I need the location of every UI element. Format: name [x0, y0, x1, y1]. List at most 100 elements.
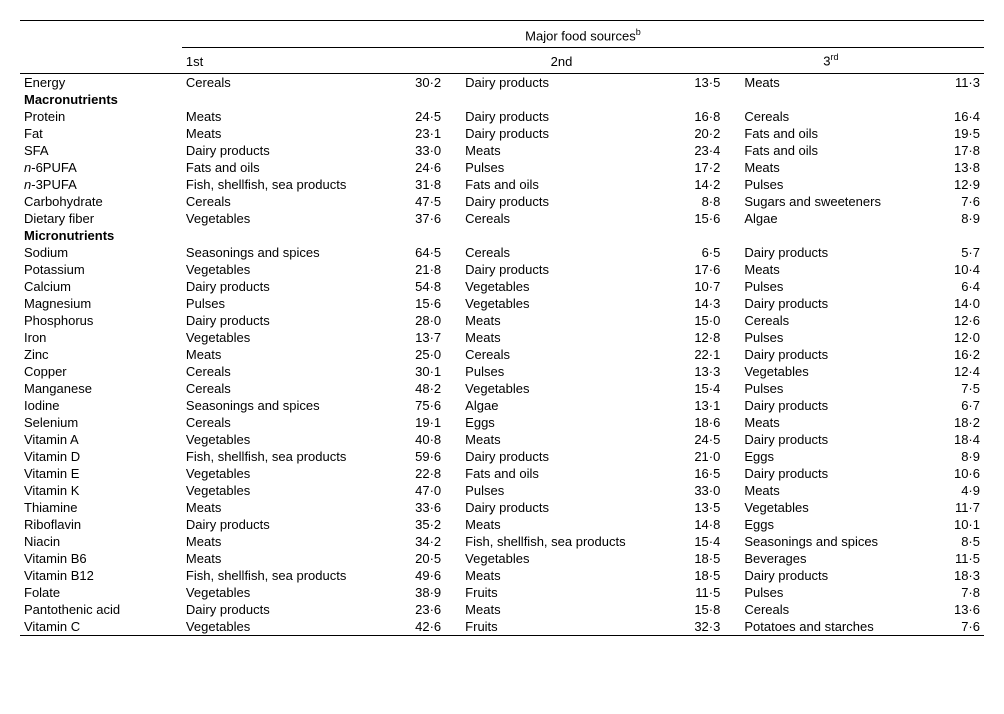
source-1: Seasonings and spices: [182, 244, 383, 261]
value-2: 16·5: [662, 465, 724, 482]
table-row: NiacinMeats34·2Fish, shellfish, sea prod…: [20, 533, 984, 550]
source-2: Meats: [445, 329, 662, 346]
value-3: 5·7: [921, 244, 984, 261]
nutrient-label: Energy: [20, 73, 182, 91]
nutrient-label: Vitamin C: [20, 618, 182, 636]
value-1: 47·0: [383, 482, 445, 499]
source-3: Pulses: [724, 329, 921, 346]
value-3: 11·7: [921, 499, 984, 516]
value-3: 12·0: [921, 329, 984, 346]
source-3: Eggs: [724, 448, 921, 465]
value-2: 32·3: [662, 618, 724, 636]
value-3: 16·2: [921, 346, 984, 363]
value-3: 7·8: [921, 584, 984, 601]
table-row: Vitamin EVegetables22·8Fats and oils16·5…: [20, 465, 984, 482]
nutrient-label: Vitamin A: [20, 431, 182, 448]
value-2: 15·4: [662, 380, 724, 397]
source-1: Fish, shellfish, sea products: [182, 448, 383, 465]
value-1: 34·2: [383, 533, 445, 550]
table-row: Vitamin B12Fish, shellfish, sea products…: [20, 567, 984, 584]
source-3: Meats: [724, 482, 921, 499]
nutrient-label: Vitamin K: [20, 482, 182, 499]
source-2: Dairy products: [445, 125, 662, 142]
nutrient-label: Copper: [20, 363, 182, 380]
value-3: 8·9: [921, 448, 984, 465]
table-row: IodineSeasonings and spices75·6Algae13·1…: [20, 397, 984, 414]
source-3: Cereals: [724, 312, 921, 329]
source-2: Meats: [445, 312, 662, 329]
source-1: Dairy products: [182, 142, 383, 159]
source-2: Dairy products: [445, 193, 662, 210]
source-2: Vegetables: [445, 278, 662, 295]
source-3: Cereals: [724, 108, 921, 125]
source-1: Meats: [182, 499, 383, 516]
source-2: Vegetables: [445, 295, 662, 312]
source-2: Fats and oils: [445, 465, 662, 482]
nutrient-label: Potassium: [20, 261, 182, 278]
table-row: IronVegetables13·7Meats12·8Pulses12·0: [20, 329, 984, 346]
source-2: Dairy products: [445, 261, 662, 278]
source-2: Algae: [445, 397, 662, 414]
nutrient-label: Iodine: [20, 397, 182, 414]
table-row: Vitamin B6Meats20·5Vegetables18·5Beverag…: [20, 550, 984, 567]
source-3: Vegetables: [724, 499, 921, 516]
value-2: 23·4: [662, 142, 724, 159]
value-3: 16·4: [921, 108, 984, 125]
table-row: Vitamin KVegetables47·0Pulses33·0Meats4·…: [20, 482, 984, 499]
source-3: Meats: [724, 261, 921, 278]
source-1: Dairy products: [182, 312, 383, 329]
value-2: 15·0: [662, 312, 724, 329]
value-2: 15·6: [662, 210, 724, 227]
source-3: Meats: [724, 73, 921, 91]
value-2: 13·5: [662, 499, 724, 516]
table-row: ProteinMeats24·5Dairy products16·8Cereal…: [20, 108, 984, 125]
source-1: Cereals: [182, 193, 383, 210]
source-2: Vegetables: [445, 380, 662, 397]
nutrient-label: Calcium: [20, 278, 182, 295]
source-1: Dairy products: [182, 601, 383, 618]
value-2: 13·3: [662, 363, 724, 380]
value-3: 14·0: [921, 295, 984, 312]
source-3: Eggs: [724, 516, 921, 533]
rank-1-header: 1st: [182, 48, 383, 73]
source-1: Cereals: [182, 414, 383, 431]
value-3: 8·9: [921, 210, 984, 227]
value-1: 33·6: [383, 499, 445, 516]
table-row: SeleniumCereals19·1Eggs18·6Meats18·2: [20, 414, 984, 431]
value-2: 12·8: [662, 329, 724, 346]
value-1: 54·8: [383, 278, 445, 295]
source-3: Pulses: [724, 176, 921, 193]
value-1: 21·8: [383, 261, 445, 278]
value-2: 33·0: [662, 482, 724, 499]
value-3: 18·4: [921, 431, 984, 448]
source-1: Fish, shellfish, sea products: [182, 567, 383, 584]
value-2: 16·8: [662, 108, 724, 125]
value-3: 7·6: [921, 618, 984, 636]
source-2: Cereals: [445, 210, 662, 227]
table-row: Vitamin AVegetables40·8Meats24·5Dairy pr…: [20, 431, 984, 448]
value-1: 23·1: [383, 125, 445, 142]
nutrient-label: Vitamin E: [20, 465, 182, 482]
nutrient-label: Niacin: [20, 533, 182, 550]
value-1: 19·1: [383, 414, 445, 431]
source-3: Dairy products: [724, 244, 921, 261]
value-1: 40·8: [383, 431, 445, 448]
value-2: 21·0: [662, 448, 724, 465]
source-2: Pulses: [445, 159, 662, 176]
value-2: 6·5: [662, 244, 724, 261]
table-row: FatMeats23·1Dairy products20·2Fats and o…: [20, 125, 984, 142]
nutrient-label: SFA: [20, 142, 182, 159]
value-1: 38·9: [383, 584, 445, 601]
source-1: Vegetables: [182, 482, 383, 499]
table-row: Vitamin CVegetables42·6Fruits32·3Potatoe…: [20, 618, 984, 636]
nutrient-label: n-3PUFA: [20, 176, 182, 193]
source-3: Dairy products: [724, 346, 921, 363]
value-2: 18·5: [662, 550, 724, 567]
nutrient-label: Thiamine: [20, 499, 182, 516]
source-3: Vegetables: [724, 363, 921, 380]
source-1: Cereals: [182, 380, 383, 397]
rank-2-header: 2nd: [445, 48, 662, 73]
value-2: 24·5: [662, 431, 724, 448]
value-3: 13·6: [921, 601, 984, 618]
source-3: Dairy products: [724, 431, 921, 448]
